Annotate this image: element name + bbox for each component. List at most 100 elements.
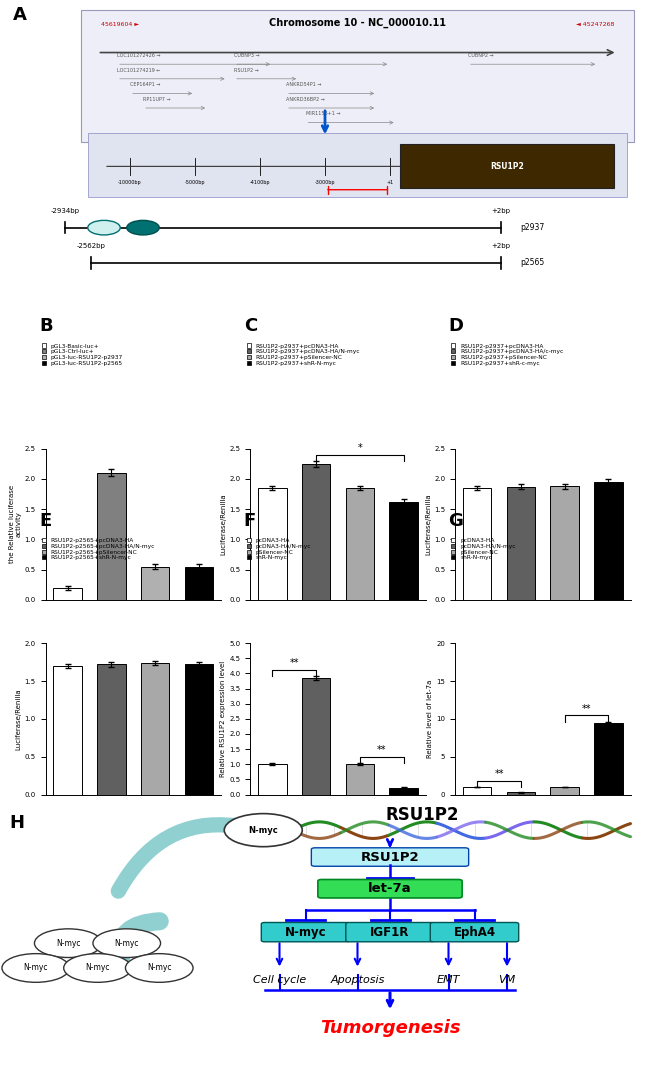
Text: let-7a: let-7a [368,882,412,895]
Bar [346,764,374,795]
Text: +1: +1 [386,179,394,185]
Text: RP11UP7 →: RP11UP7 → [143,96,170,102]
Text: -5000bp: -5000bp [185,179,205,185]
FancyBboxPatch shape [81,10,634,142]
Bar [53,588,82,600]
FancyBboxPatch shape [261,922,350,942]
Text: CEP164P1 →: CEP164P1 → [130,82,161,88]
Text: -2562bp: -2562bp [77,243,105,249]
Text: Cell cycle: Cell cycle [253,975,306,985]
Text: *: * [358,443,362,453]
Y-axis label: Luciferase/Renilla: Luciferase/Renilla [16,688,21,750]
Text: ANKRD36BP2 →: ANKRD36BP2 → [286,96,325,102]
Text: **: ** [494,769,504,778]
Text: +2bp: +2bp [491,208,510,214]
Circle shape [34,929,102,958]
Bar [258,764,287,795]
FancyArrowPatch shape [120,921,160,957]
Text: -2934bp: -2934bp [51,208,79,214]
Bar [185,665,213,795]
Legend: RSU1P2-p2937+pcDNA3-HA, RSU1P2-p2937+pcDNA3-HA/c-myc, RSU1P2-p2937+pSilencer-NC,: RSU1P2-p2937+pcDNA3-HA, RSU1P2-p2937+pcD… [451,344,564,365]
Text: CUBNP2 →: CUBNP2 → [468,53,493,58]
Circle shape [64,953,131,983]
Text: -4100bp: -4100bp [250,179,270,185]
Text: RSU1P2: RSU1P2 [385,806,460,824]
FancyBboxPatch shape [318,880,462,898]
Bar [463,787,491,795]
Circle shape [93,929,161,958]
Bar [346,488,374,600]
Bar [463,488,491,600]
Circle shape [125,953,193,983]
Bar [389,502,418,600]
Bar [53,666,82,795]
Circle shape [224,814,302,846]
Y-axis label: Relative level of let-7a: Relative level of let-7a [428,680,434,758]
Text: **: ** [582,704,592,713]
Text: G: G [448,511,463,530]
Text: p2565: p2565 [520,258,544,267]
Text: p2937: p2937 [520,223,544,232]
Text: ANKRD54P1 →: ANKRD54P1 → [286,82,321,88]
Legend: RSU1P2-p2565+pcDNA3-HA, RSU1P2-p2565+pcDNA3-HA/N-myc, RSU1P2-p2565+pSilencer-NC,: RSU1P2-p2565+pcDNA3-HA, RSU1P2-p2565+pcD… [42,538,155,560]
Text: -10000bp: -10000bp [118,179,142,185]
Text: Apoptosis: Apoptosis [330,975,385,985]
Text: RSU1P2: RSU1P2 [361,851,419,864]
Text: CUBNP3 →: CUBNP3 → [234,53,259,58]
Text: EMT: EMT [437,975,460,985]
Text: ◄ 45247268: ◄ 45247268 [576,23,614,27]
Text: N-myc: N-myc [147,963,172,973]
Text: +2bp: +2bp [491,243,510,249]
FancyBboxPatch shape [346,922,434,942]
Bar [302,678,330,795]
Text: C: C [244,317,257,335]
Text: MIR1156+1 →: MIR1156+1 → [306,111,340,117]
Bar [551,486,578,600]
Bar [141,663,169,795]
Text: 45619604 ►: 45619604 ► [101,23,139,27]
Text: **: ** [289,657,299,668]
Circle shape [2,953,70,983]
Bar [594,722,623,795]
Text: N-myc: N-myc [285,925,326,938]
Bar [141,566,169,600]
Y-axis label: Luciferase/Renilla: Luciferase/Renilla [425,493,431,556]
Text: VM: VM [499,975,515,985]
Bar [507,486,535,600]
Text: N-myc: N-myc [56,938,81,948]
Text: N-myc: N-myc [114,938,139,948]
FancyBboxPatch shape [400,145,614,188]
Bar [507,792,535,795]
Text: -3000bp: -3000bp [315,179,335,185]
FancyArrowPatch shape [118,825,235,891]
Legend: RSU1P2-p2937+pcDNA3-HA, RSU1P2-p2937+pcDNA3-HA/N-myc, RSU1P2-p2937+pSilencer-NC,: RSU1P2-p2937+pcDNA3-HA, RSU1P2-p2937+pcD… [246,344,360,365]
Circle shape [127,221,159,235]
Text: F: F [244,511,256,530]
Bar [594,482,623,600]
Bar [98,472,125,600]
Bar [389,788,418,795]
Y-axis label: the Relative luciferase
activity: the Relative luciferase activity [8,485,21,563]
Legend: pcDNA3-HA, pcDNA3-HA/N-myc, pSilencer-NC, shR-N-myc: pcDNA3-HA, pcDNA3-HA/N-myc, pSilencer-NC… [451,538,515,560]
Y-axis label: Luciferase/Renilla: Luciferase/Renilla [220,493,226,556]
Text: RSU1P2: RSU1P2 [490,162,524,171]
Text: A: A [13,5,27,24]
Text: LOC101272426 →: LOC101272426 → [117,53,161,58]
Text: H: H [10,814,25,831]
Bar [258,488,287,600]
Circle shape [88,221,120,235]
FancyBboxPatch shape [311,848,469,866]
Text: EphA4: EphA4 [454,925,495,938]
Text: D: D [448,317,463,335]
Text: c-myc: c-myc [136,226,150,229]
Legend: pcDNA3-HA, pcDNA3-HA/N-myc, pSilencer-NC, shR-N-myc: pcDNA3-HA, pcDNA3-HA/N-myc, pSilencer-NC… [246,538,311,560]
Text: N-myc: N-myc [248,826,278,835]
Text: N-myc: N-myc [85,963,110,973]
Text: LOC101274219 ←: LOC101274219 ← [117,67,161,72]
Text: **: ** [377,745,387,756]
Text: Tumorgenesis: Tumorgenesis [320,1019,460,1037]
Text: Chromosome 10 - NC_000010.11: Chromosome 10 - NC_000010.11 [269,17,446,28]
Text: N-myc: N-myc [97,226,111,229]
Text: IGF1R: IGF1R [370,925,410,938]
Text: RSU1P2 →: RSU1P2 → [234,67,259,72]
